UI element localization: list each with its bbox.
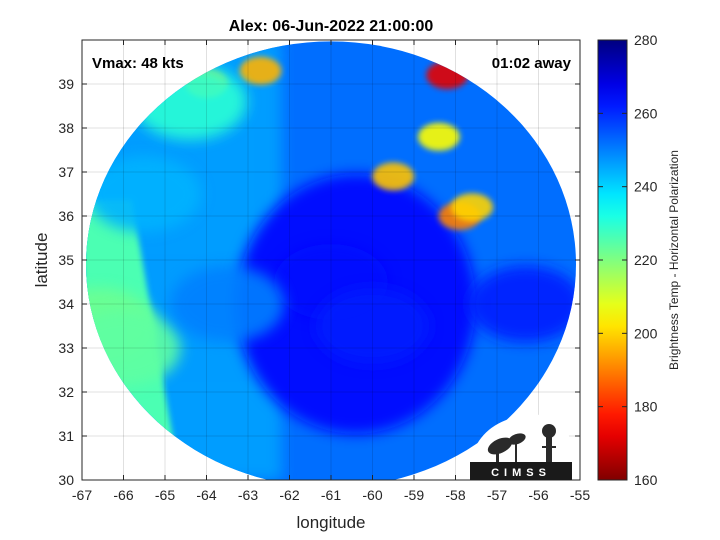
time-away-annotation: 01:02 away	[492, 55, 572, 72]
colorbar-tick-label: 260	[634, 105, 658, 121]
colorbar-tick-label: 240	[634, 179, 658, 195]
grid-lines	[82, 40, 580, 480]
y-axis: 30 31 32 33 34 35 36 37 38 39	[58, 76, 580, 488]
x-tick-label: -60	[362, 487, 382, 503]
x-tick-label: -59	[404, 487, 424, 503]
colorbar-tick-label: 160	[634, 472, 658, 488]
cimss-logo-text: CIMSS	[491, 467, 551, 479]
x-axis-label: longitude	[296, 513, 365, 532]
x-tick-label: -63	[238, 487, 258, 503]
swath-feature	[372, 162, 415, 191]
colorbar-tick-label: 200	[634, 325, 658, 341]
brightness-temp-swath	[86, 41, 576, 480]
swath-feature	[170, 266, 285, 342]
x-axis: -67 -66 -65 -64 -63 -62 -61 -60 -59 -58 -57 -56 -55	[72, 40, 590, 503]
cimss-logo: CIMSS	[470, 414, 572, 480]
y-tick-label: 39	[58, 76, 74, 92]
colorbar-label: Brightness Temp - Horizontal Polarizatio…	[667, 150, 681, 370]
colorbar-tick-label: 180	[634, 399, 658, 415]
chart-title: Alex: 06-Jun-2022 21:00:00	[229, 18, 434, 35]
x-tick-label: -65	[155, 487, 175, 503]
y-tick-label: 34	[58, 296, 74, 312]
y-tick-label: 38	[58, 120, 74, 136]
y-tick-label: 35	[58, 252, 74, 268]
colorbar-tick-label: 280	[634, 32, 658, 48]
y-tick-label: 32	[58, 384, 74, 400]
x-tick-label: -61	[321, 487, 341, 503]
x-tick-label: -62	[279, 487, 299, 503]
swath-feature	[417, 122, 460, 151]
x-tick-label: -56	[528, 487, 548, 503]
y-tick-label: 31	[58, 428, 74, 444]
y-tick-label: 36	[58, 208, 74, 224]
colorbar: 160 180 200 220 240 260 280 Brightness Temp - …	[597, 32, 681, 488]
y-tick-label: 30	[58, 472, 74, 488]
x-tick-label: -57	[487, 487, 507, 503]
swath-feature	[451, 193, 494, 222]
colorbar-tick-label: 220	[634, 252, 658, 268]
x-tick-label: -64	[196, 487, 216, 503]
swath-feature	[315, 288, 430, 364]
vmax-annotation: Vmax: 48 kts	[92, 55, 184, 72]
swath-feature	[87, 156, 202, 232]
y-tick-label: 37	[58, 164, 74, 180]
x-tick-label: -67	[72, 487, 92, 503]
y-axis-label: latitude	[32, 233, 51, 288]
x-tick-label: -55	[570, 487, 590, 503]
swath-feature	[239, 56, 282, 85]
x-tick-label: -66	[113, 487, 133, 503]
swath-feature	[469, 266, 576, 342]
y-tick-label: 33	[58, 340, 74, 356]
x-tick-label: -58	[445, 487, 465, 503]
